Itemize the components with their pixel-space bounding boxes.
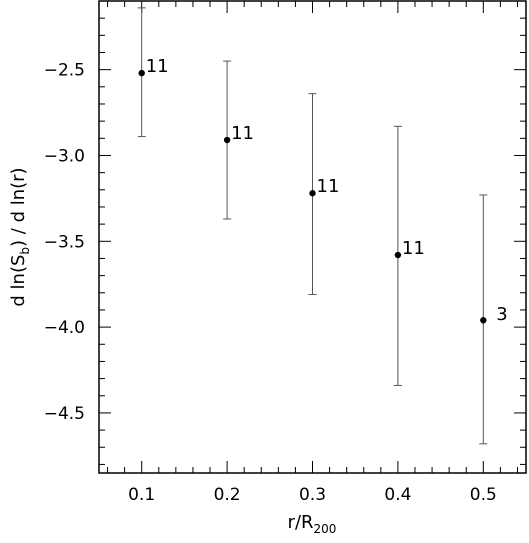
count-label: 11 [231, 123, 254, 144]
y-axis-label-sub: b [18, 247, 32, 255]
count-label: 11 [317, 176, 340, 197]
x-tick-label: 0.1 [128, 485, 155, 505]
x-axis-label: r/R200 [288, 512, 337, 536]
y-ticks: −2.5 −3.0 −3.5 −4.0 −4.5 [44, 0, 526, 465]
y-tick-label: −3.5 [44, 232, 85, 252]
x-ticks: 0.1 0.2 0.3 0.4 0.5 [107, 1, 518, 505]
y-axis-label: d ln(Sb) / d ln(r) [8, 167, 32, 306]
data-point [223, 136, 231, 144]
data-marks: 11 11 11 11 3 [137, 7, 508, 445]
data-point [480, 317, 487, 324]
y-tick-label: −4.0 [44, 318, 85, 338]
count-label: 11 [402, 238, 425, 259]
y-axis-label-post: ) / d ln(r) [8, 167, 29, 247]
count-label: 11 [146, 56, 169, 77]
x-tick-label: 0.2 [214, 485, 241, 505]
y-tick-label: −2.5 [44, 61, 85, 81]
y-tick-label: −3.0 [44, 146, 85, 166]
y-axis-label-pre: d ln(S [8, 255, 29, 307]
count-label: 3 [496, 304, 507, 325]
y-tick-label: −4.5 [44, 404, 85, 424]
data-point [309, 190, 316, 197]
x-tick-label: 0.5 [470, 485, 497, 505]
x-axis-label-base: r/R [288, 512, 314, 533]
data-point [138, 69, 145, 77]
x-tick-label: 0.4 [384, 485, 411, 505]
data-point [394, 251, 402, 259]
x-tick-label: 0.3 [299, 485, 326, 505]
x-axis-label-sub: 200 [314, 522, 337, 536]
